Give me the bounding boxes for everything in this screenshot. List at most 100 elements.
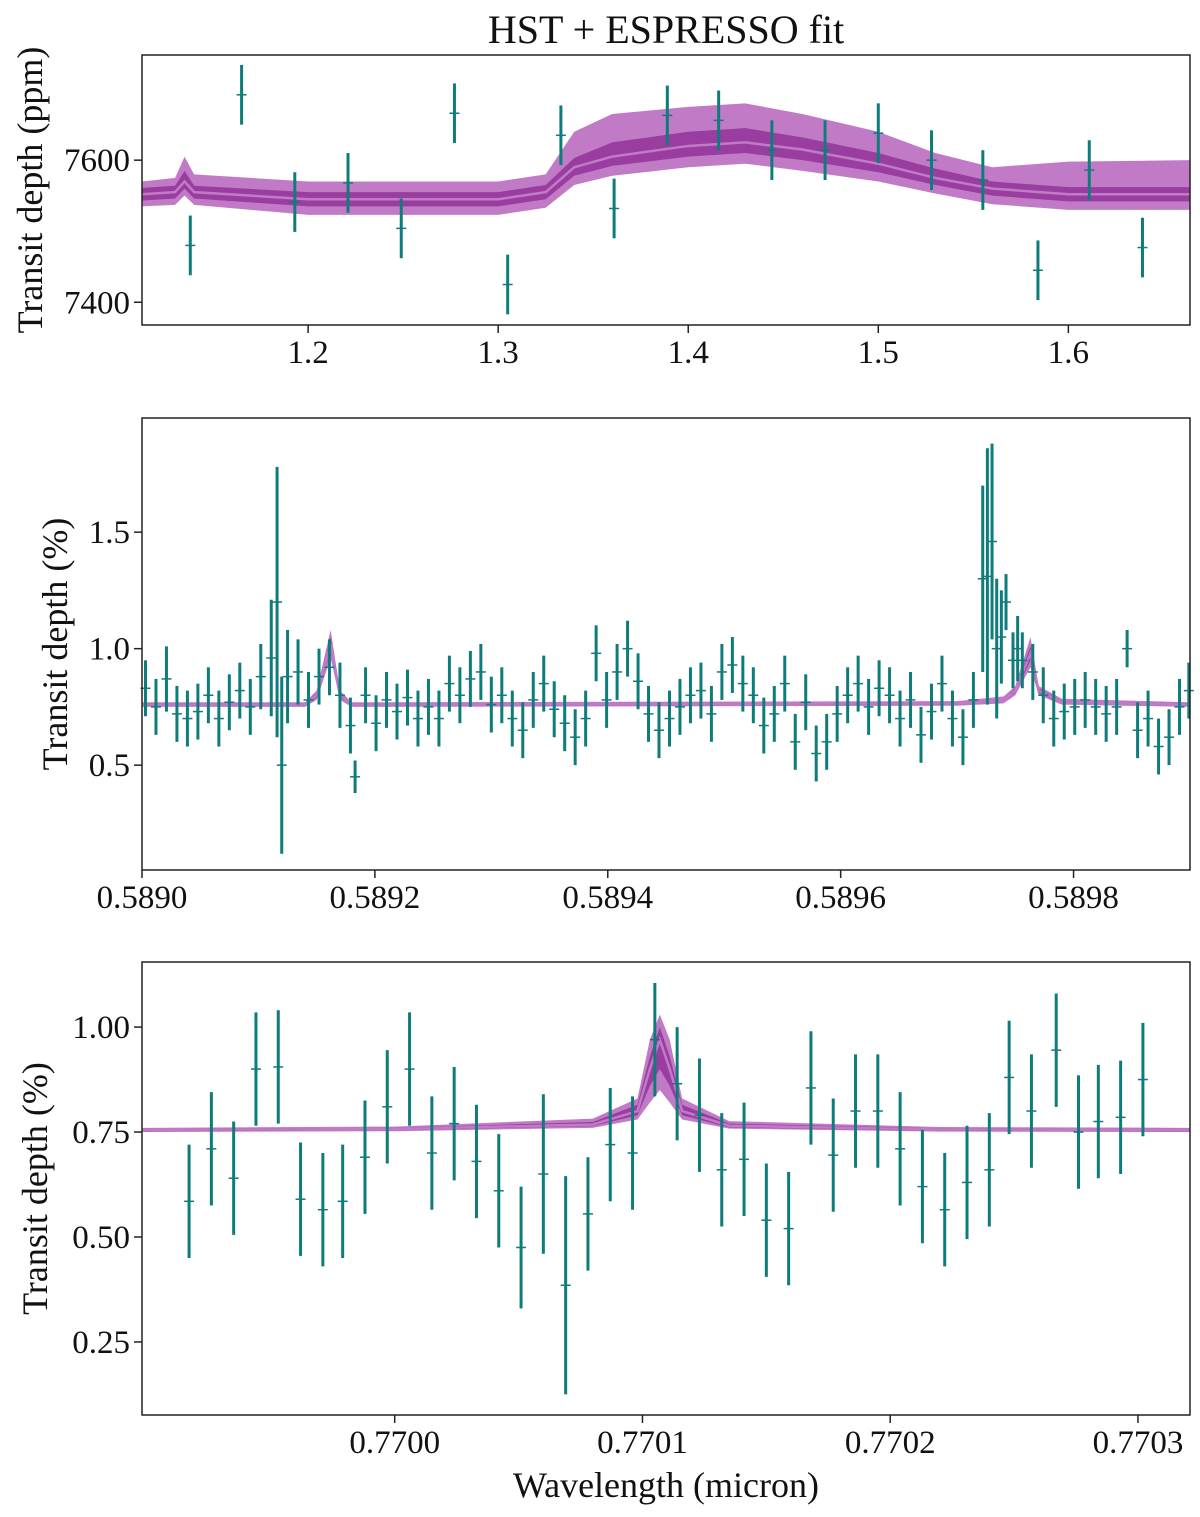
error-bar: [507, 690, 518, 747]
error-bar: [272, 466, 283, 738]
error-bar: [832, 685, 843, 742]
error-bar: [465, 650, 476, 707]
error-bar: [1038, 667, 1049, 724]
error-bar: [643, 685, 654, 742]
x-tick-label: 0.5890: [97, 880, 188, 916]
error-bar: [737, 655, 748, 712]
error-bar: [828, 1098, 839, 1212]
error-bar: [706, 685, 717, 742]
error-bar: [293, 639, 304, 705]
error-bar: [674, 678, 685, 735]
error-bar: [245, 678, 256, 735]
error-bar: [1143, 690, 1154, 747]
error-bar: [850, 1054, 861, 1168]
error-bar: [977, 150, 988, 210]
error-bar: [662, 85, 673, 146]
error-bar: [396, 198, 407, 259]
error-bar: [1137, 1022, 1148, 1137]
error-bar: [516, 1186, 527, 1309]
error-bar: [1080, 671, 1091, 728]
error-bar: [926, 683, 937, 740]
error-bar: [334, 662, 345, 728]
error-bar: [517, 702, 528, 759]
error-bar: [289, 172, 300, 232]
error-bar: [185, 215, 196, 276]
error-bar: [549, 681, 560, 738]
error-bar: [502, 254, 513, 315]
error-bar: [206, 1092, 217, 1206]
error-bar: [939, 1153, 950, 1267]
error-bar: [1073, 1075, 1084, 1189]
error-bar: [766, 120, 777, 181]
error-bar: [739, 1102, 750, 1216]
error-bar: [694, 1058, 705, 1172]
error-bar: [605, 1087, 616, 1202]
error-bar: [996, 590, 1007, 684]
y-tick-label: 1.5: [89, 515, 130, 551]
error-bar: [496, 667, 507, 724]
error-bar: [957, 709, 968, 766]
error-bar: [873, 103, 884, 163]
error-bar: [555, 105, 566, 166]
error-bar: [685, 667, 696, 724]
error-bar: [1069, 678, 1080, 735]
error-bar: [150, 678, 161, 735]
error-bar: [192, 683, 203, 740]
error-bar: [560, 1176, 571, 1395]
y-tick-label: 7600: [64, 143, 130, 179]
error-bar: [936, 655, 947, 712]
error-bar: [790, 713, 801, 770]
x-tick-label: 0.5894: [562, 880, 653, 916]
x-tick-label: 0.5892: [330, 880, 421, 916]
y-tick-label: 1.00: [72, 1010, 130, 1046]
error-bar: [1174, 678, 1185, 735]
error-bar: [224, 674, 235, 731]
error-bar: [758, 697, 769, 754]
error-bar: [895, 690, 906, 747]
error-bar: [1026, 1054, 1037, 1168]
error-bar: [713, 90, 724, 151]
error-bar: [1001, 574, 1012, 631]
error-bar: [654, 702, 665, 759]
error-bar: [805, 1031, 816, 1145]
error-bar: [317, 1153, 328, 1267]
model-band-1sigma: [142, 1027, 1190, 1132]
error-bar: [570, 709, 581, 766]
error-bar: [255, 644, 266, 710]
error-bar: [412, 690, 423, 747]
error-bar: [947, 690, 958, 747]
error-bar: [559, 695, 570, 752]
x-tick-label: 1.3: [478, 335, 519, 371]
error-bar: [601, 671, 612, 728]
error-bar: [612, 644, 623, 700]
error-bar: [580, 690, 591, 747]
error-bar: [404, 1012, 415, 1126]
error-bar: [926, 130, 937, 190]
error-bar: [968, 671, 979, 728]
error-bar: [1032, 240, 1043, 301]
error-bar: [486, 676, 497, 733]
x-tick-label: 0.7703: [1093, 1425, 1184, 1461]
error-bar: [1132, 702, 1143, 759]
error-bar: [402, 669, 413, 726]
error-bar: [182, 690, 193, 747]
error-bar: [905, 671, 916, 728]
error-bar: [449, 83, 460, 144]
error-bar: [1137, 217, 1148, 278]
y-axis-label: Transit depth (%): [35, 518, 75, 771]
error-bar: [493, 1134, 504, 1248]
y-tick-label: 0.50: [72, 1220, 130, 1256]
error-bar: [1051, 993, 1062, 1107]
error-bar: [821, 713, 832, 770]
x-tick-label: 0.7700: [349, 1425, 440, 1461]
error-bar: [475, 644, 486, 700]
error-bar: [433, 690, 444, 747]
x-tick-label: 1.4: [668, 335, 709, 371]
error-bar: [273, 1010, 284, 1124]
error-bar: [1153, 718, 1164, 775]
x-tick-label: 0.7701: [597, 1425, 688, 1461]
error-bar: [360, 667, 371, 724]
error-bar: [627, 1096, 638, 1210]
